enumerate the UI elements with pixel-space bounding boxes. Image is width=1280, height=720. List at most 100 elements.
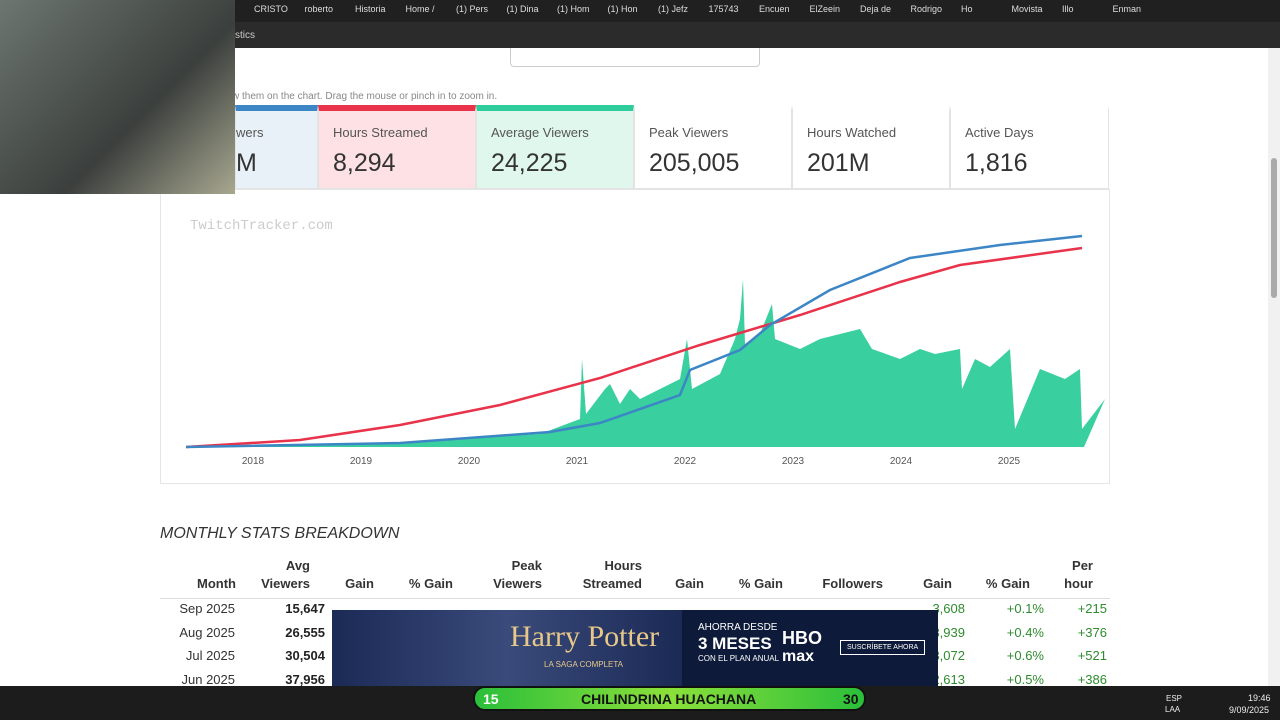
x-tick-label: 2020 (458, 456, 481, 467)
lang[interactable]: ESP (1166, 694, 1183, 703)
table-title: MONTHLY STATS BREAKDOWN (160, 525, 400, 542)
date[interactable]: 9/09/2025 (1229, 705, 1270, 715)
score: 30 (843, 691, 859, 707)
table-cell: +0.4% (1006, 624, 1044, 640)
ad-logo: max (782, 648, 815, 665)
tab[interactable]: ElZeein (809, 4, 841, 14)
ad-logo: HBO (782, 628, 822, 648)
note: w them on the chart. Drag the mouse or p… (232, 91, 498, 102)
column-header[interactable]: Peak (511, 558, 542, 573)
match-name: CHILINDRINA HUACHANA (581, 691, 757, 707)
table-cell: +376 (1077, 624, 1107, 640)
tab[interactable]: (1) Hom (557, 4, 590, 14)
watermark: TwitchTracker.com (190, 218, 333, 234)
x-tick-label: 2025 (998, 456, 1021, 467)
stat-card: Hours Watched 201M (792, 105, 950, 189)
tab-bar (0, 0, 1280, 22)
tab[interactable]: roberto (304, 4, 334, 14)
column-header[interactable]: Gain (675, 576, 704, 591)
x-tick-label: 2022 (674, 456, 697, 467)
column-header[interactable]: % Gain (408, 576, 453, 591)
tab[interactable]: (1) Hon (607, 4, 638, 14)
table-cell: 30,504 (285, 648, 325, 664)
ad-offer: CON EL PLAN ANUAL (698, 654, 780, 663)
scrollbar[interactable] (1268, 48, 1280, 686)
webcam (0, 0, 235, 194)
followers-line (185, 246, 1083, 449)
hours-line (185, 234, 1083, 449)
tab[interactable]: (1) Dina (506, 4, 539, 14)
table-cell: 37,956 (285, 672, 325, 688)
tab[interactable]: Historia (355, 4, 386, 14)
table-cell: +0.5% (1006, 672, 1044, 688)
tab[interactable]: (1) Jefz (658, 4, 689, 14)
stat-value: 24,225 (491, 149, 568, 177)
column-header[interactable]: Followers (822, 576, 883, 591)
table-cell: Jul 2025 (185, 648, 235, 664)
column-header[interactable]: hour (1064, 576, 1093, 591)
chart: TwitchTracker.com 2018 2019 2020 2021 2022 20… (160, 189, 1110, 484)
stat-label: Average Viewers (491, 125, 589, 140)
stat-label: Hours Streamed (333, 125, 428, 140)
address[interactable]: stics (235, 30, 255, 41)
stat-value: 1,816 (965, 149, 1028, 177)
table-cell: 3,608 (932, 601, 965, 616)
column-header[interactable]: Streamed (582, 576, 642, 591)
column-header[interactable]: % Gain (738, 576, 783, 591)
tab[interactable]: Illo (1062, 4, 1074, 14)
ad-cta[interactable]: SUSCRÍBETE AHORA (840, 640, 926, 655)
score-pill: 15 CHILINDRINA HUACHANA 30 (473, 686, 866, 711)
tab[interactable]: Enman (1112, 4, 1142, 14)
viewers-bars (185, 279, 1105, 447)
tab[interactable]: Ho (961, 4, 973, 14)
tab[interactable]: Movista (1011, 4, 1043, 14)
x-tick-label: 2024 (890, 456, 913, 467)
table-cell: +386 (1077, 672, 1107, 688)
table-cell: +0.6% (1006, 648, 1044, 664)
stat-value: 205,005 (649, 149, 740, 177)
stat-card: Active Days 1,816 (950, 105, 1109, 189)
x-tick-label: 2019 (350, 456, 373, 467)
stat-label: Active Days (965, 125, 1034, 140)
column-header[interactable]: % Gain (985, 576, 1030, 591)
stat-card: wers M (235, 105, 318, 189)
dropdown-remnant (510, 48, 760, 67)
tab[interactable]: (1) Pers (456, 4, 489, 14)
stat-value: M (236, 149, 257, 177)
tab[interactable]: CRISTO (254, 4, 288, 14)
ad[interactable]: Harry Potter LA SAGA COMPLETA AHORRA DES… (332, 610, 938, 686)
table-cell: 15,647 (285, 601, 325, 616)
table-cell: +521 (1077, 648, 1107, 664)
column-header[interactable]: Gain (923, 576, 952, 591)
tab[interactable]: Deja de (860, 4, 892, 14)
table-cell: 2,613 (932, 672, 965, 688)
table-header-bg (160, 598, 1110, 599)
column-header[interactable]: Per (1072, 558, 1093, 573)
stat-value: 201M (807, 149, 870, 177)
ad-offer: 3 MESES (698, 634, 772, 653)
table-cell: Sep 2025 (179, 601, 235, 616)
table-cell: Jun 2025 (181, 672, 236, 688)
column-header[interactable]: Viewers (493, 576, 542, 591)
table-cell: 3,072 (932, 648, 965, 664)
tab[interactable]: Rodrigo (910, 4, 943, 14)
column-header[interactable]: Avg (285, 558, 310, 573)
column-header[interactable]: Viewers (261, 576, 310, 591)
ad-offer: AHORRA DESDE (698, 622, 778, 633)
ad-subtitle: LA SAGA COMPLETA (544, 660, 623, 669)
stat-label: Hours Watched (807, 125, 897, 140)
lang[interactable]: LAA (1165, 705, 1181, 714)
table-cell: 26,555 (285, 624, 325, 640)
column-header[interactable]: Gain (345, 576, 374, 591)
tab[interactable]: Home / (405, 4, 435, 14)
score: 15 (483, 691, 499, 707)
clock[interactable]: 19:46 (1248, 693, 1271, 703)
tab[interactable]: Encuen (759, 4, 790, 14)
stat-label: wers (236, 125, 264, 140)
tab[interactable]: 175743 (708, 4, 739, 14)
stat-value: 8,294 (333, 149, 396, 177)
x-tick-label: 2021 (566, 456, 589, 467)
column-header[interactable]: Month (197, 576, 236, 591)
column-header[interactable]: Hours (604, 558, 642, 573)
